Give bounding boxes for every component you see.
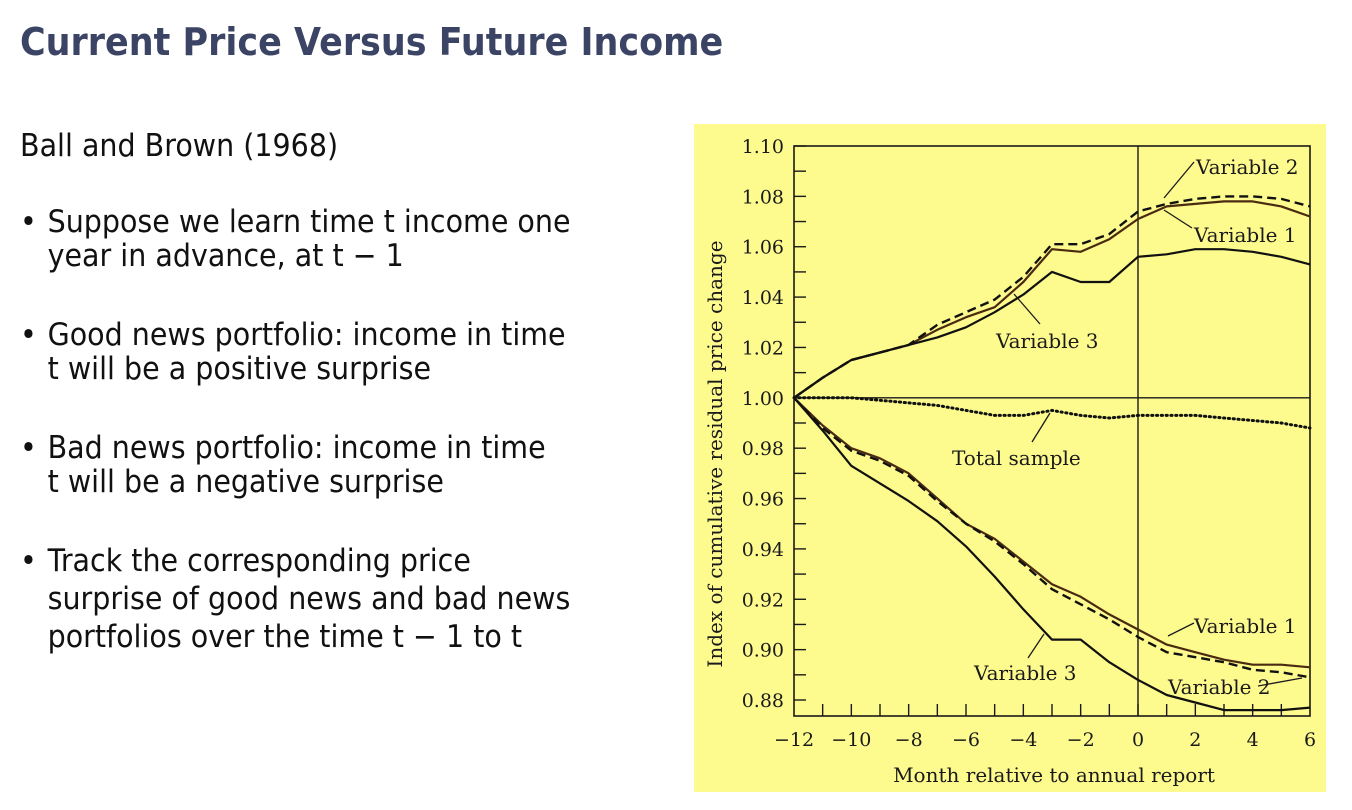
x-tick-label: 6 bbox=[1304, 729, 1316, 751]
series-annotation: Variable 3 bbox=[995, 329, 1099, 353]
series-annotation: Variable 3 bbox=[973, 661, 1077, 685]
series-annotation: Variable 1 bbox=[1193, 223, 1297, 247]
y-tick-label: 1.02 bbox=[742, 337, 784, 359]
y-tick-label: 1.00 bbox=[742, 388, 784, 410]
y-tick-label: 1.06 bbox=[742, 237, 784, 259]
bullet-line: surprise of good news and bad news bbox=[47, 581, 571, 617]
x-tick-label: −4 bbox=[1009, 729, 1037, 751]
bullet-line: t will be a negative surprise bbox=[47, 464, 444, 500]
chart-figure: 1.10 1.08 1.06 1.04 1.02 1.00 0.98 0.96 0.94 0.92… bbox=[694, 124, 1326, 792]
series-line bbox=[792, 396, 1312, 430]
x-tick-label: −10 bbox=[831, 729, 871, 751]
y-tick-label: 0.98 bbox=[742, 438, 784, 460]
slide-subtitle: Ball and Brown (1968) bbox=[20, 128, 339, 164]
x-tick-label: 4 bbox=[1247, 729, 1259, 751]
x-tick-label: 0 bbox=[1132, 729, 1144, 751]
x-tick-label: −2 bbox=[1067, 729, 1095, 751]
series-annotation: Total sample bbox=[952, 446, 1081, 470]
y-tick-label: 1.04 bbox=[742, 287, 784, 309]
y-tick-label: 0.94 bbox=[742, 539, 784, 561]
bullet-line: Suppose we learn time t income one bbox=[47, 204, 571, 240]
x-axis-label: Month relative to annual report bbox=[893, 763, 1215, 787]
bullet-line: t will be a positive surprise bbox=[47, 351, 432, 387]
series-line bbox=[793, 248, 1311, 399]
bullet-dot: • bbox=[20, 204, 37, 240]
series-line bbox=[793, 396, 1311, 679]
chart-axes: 1.10 1.08 1.06 1.04 1.02 1.00 0.98 0.96 0.94 0.92… bbox=[742, 136, 1316, 751]
bullet-dot: • bbox=[20, 430, 37, 466]
bullet-line: Good news portfolio: income in time bbox=[47, 317, 566, 353]
bullet-line: Track the corresponding price bbox=[47, 543, 471, 579]
y-tick-label: 1.08 bbox=[742, 186, 784, 208]
chart-series bbox=[792, 195, 1312, 712]
series-annotation: Variable 2 bbox=[1195, 155, 1299, 179]
bullet-dot: • bbox=[20, 317, 37, 353]
chart-annotations: Variable 2 Variable 1 Variable 3 Total samp… bbox=[952, 155, 1303, 699]
x-tick-label: −6 bbox=[952, 729, 980, 751]
bullet-line: Bad news portfolio: income in time bbox=[47, 430, 546, 466]
y-tick-label: 1.10 bbox=[742, 136, 784, 158]
series-annotation: Variable 2 bbox=[1167, 675, 1271, 699]
bullet-dot: • bbox=[20, 543, 37, 579]
x-tick-label: −12 bbox=[774, 729, 814, 751]
y-tick-label: 0.90 bbox=[742, 640, 784, 662]
bullet-line: portfolios over the time t − 1 to t bbox=[47, 619, 523, 655]
y-tick-label: 0.92 bbox=[742, 589, 784, 611]
series-line bbox=[793, 397, 1311, 712]
series-line bbox=[793, 397, 1311, 669]
y-tick-label: 0.96 bbox=[742, 489, 784, 511]
line-chart: 1.10 1.08 1.06 1.04 1.02 1.00 0.98 0.96 0.94 0.92… bbox=[703, 136, 1316, 787]
series-annotation: Variable 1 bbox=[1193, 614, 1297, 638]
slide-title: Current Price Versus Future Income bbox=[20, 20, 724, 64]
y-axis-label: Index of cumulative residual price chang… bbox=[703, 240, 727, 667]
x-tick-label: 2 bbox=[1189, 729, 1201, 751]
y-tick-label: 0.88 bbox=[742, 690, 784, 712]
bullet-line: year in advance, at t − 1 bbox=[47, 238, 404, 274]
x-tick-label: −8 bbox=[895, 729, 923, 751]
